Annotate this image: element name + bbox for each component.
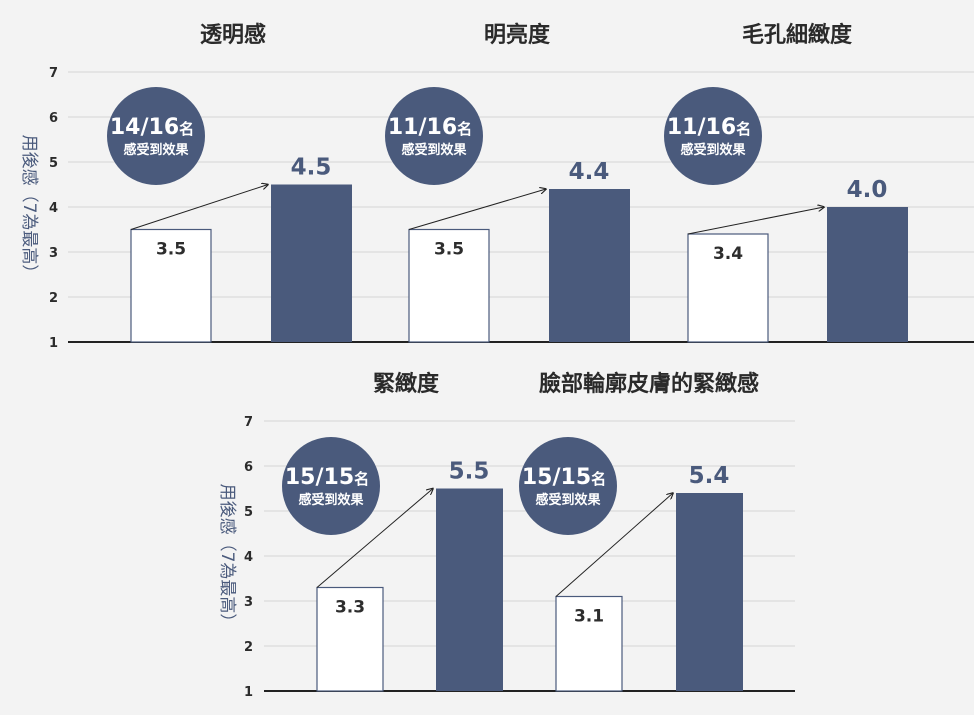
bar-before — [408, 228, 490, 343]
bar-after — [676, 493, 743, 691]
badge-count-unit: 名 — [591, 470, 606, 488]
result-badge — [282, 437, 380, 535]
badge-caption: 感受到效果 — [298, 492, 363, 508]
badge-count-unit: 名 — [179, 120, 194, 138]
chart-title: 透明感 — [200, 22, 266, 48]
y-axis-title: 用後感（7為最高） — [217, 484, 237, 631]
badge-caption: 感受到效果 — [680, 142, 745, 158]
badge-count-value: 11/16 — [667, 115, 736, 140]
value-label-before: 3.3 — [335, 598, 365, 618]
y-tick-label: 4 — [49, 201, 58, 216]
result-badge — [664, 87, 762, 185]
y-tick-label: 5 — [49, 156, 58, 171]
chart-title: 緊緻度 — [373, 371, 440, 397]
y-tick-label: 7 — [244, 415, 253, 430]
badge-caption: 感受到效果 — [401, 142, 466, 158]
badge-count-value: 14/16 — [110, 115, 179, 140]
y-tick-label: 1 — [244, 685, 253, 700]
y-tick-label: 2 — [49, 291, 58, 306]
bar-before — [130, 228, 212, 343]
value-label-before: 3.1 — [574, 607, 604, 627]
y-tick-label: 4 — [244, 550, 253, 565]
badge-count: 14/16名 — [110, 115, 194, 140]
badge-count-value: 15/15 — [285, 465, 354, 490]
badge-count-unit: 名 — [457, 120, 472, 138]
trend-arrow — [130, 185, 268, 230]
badge-count-value: 15/15 — [522, 465, 591, 490]
bar-after — [271, 184, 352, 342]
y-tick-label: 7 — [49, 66, 58, 81]
value-label-after: 4.5 — [291, 155, 332, 181]
chart-title: 明亮度 — [484, 22, 551, 48]
value-label-before: 3.5 — [156, 240, 186, 260]
trend-arrow — [687, 207, 824, 235]
value-label-before: 3.4 — [713, 244, 743, 264]
badge-count: 11/16名 — [388, 115, 472, 140]
trend-arrow — [555, 493, 673, 597]
y-tick-label: 2 — [244, 640, 253, 655]
badge-count: 11/16名 — [667, 115, 751, 140]
bar-after — [436, 488, 503, 691]
y-axis-title: 用後感（7為最高） — [19, 135, 39, 282]
badge-count-unit: 名 — [354, 470, 369, 488]
bar-before — [555, 595, 623, 692]
value-label-before: 3.5 — [434, 240, 464, 260]
badge-count-unit: 名 — [736, 120, 751, 138]
bar-before — [316, 586, 384, 692]
y-tick-label: 6 — [244, 460, 253, 475]
bar-after — [549, 189, 630, 342]
result-badge — [385, 87, 483, 185]
value-label-after: 5.5 — [449, 459, 490, 485]
chart-title: 臉部輪廓皮膚的緊緻感 — [539, 371, 759, 397]
y-tick-label: 6 — [49, 111, 58, 126]
trend-arrow — [408, 189, 546, 230]
badge-count: 15/15名 — [285, 465, 369, 490]
bar-before — [687, 233, 769, 343]
value-label-after: 5.4 — [689, 463, 730, 489]
result-badge — [107, 87, 205, 185]
y-tick-label: 3 — [49, 246, 58, 261]
badge-count-value: 11/16 — [388, 115, 457, 140]
bar-after — [827, 207, 908, 342]
result-badge — [519, 437, 617, 535]
trend-arrow — [316, 489, 433, 588]
badge-caption: 感受到效果 — [123, 142, 188, 158]
value-label-after: 4.4 — [569, 159, 610, 185]
chart-title: 毛孔細緻度 — [742, 22, 853, 48]
badge-caption: 感受到效果 — [535, 492, 600, 508]
y-tick-label: 1 — [49, 336, 58, 351]
badge-count: 15/15名 — [522, 465, 606, 490]
value-label-after: 4.0 — [847, 177, 888, 203]
marks-layer: 透明感3.54.514/16名感受到效果明亮度3.54.411/16名感受到效果… — [107, 22, 908, 692]
y-tick-label: 3 — [244, 595, 253, 610]
y-tick-label: 5 — [244, 505, 253, 520]
